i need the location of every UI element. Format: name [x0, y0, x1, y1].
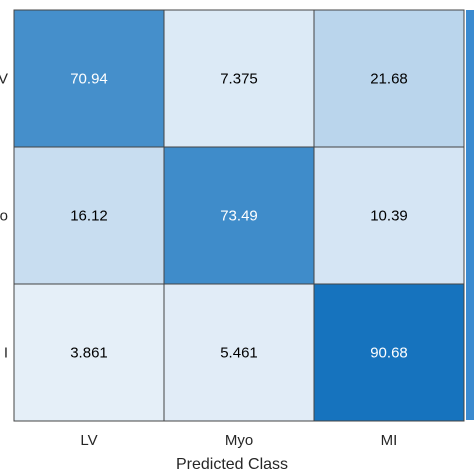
- cell-value-label: 73.49: [220, 208, 258, 225]
- heatmap-cell: [163, 283, 315, 422]
- x-tick-label: LV: [80, 432, 97, 449]
- cell-value-label: 5.461: [220, 345, 258, 362]
- y-tick-labels: Vo I: [0, 71, 8, 362]
- heatmap-cell: [13, 283, 165, 422]
- heatmap-cell: [13, 146, 165, 285]
- colorbar-edge: [466, 10, 474, 420]
- x-tick-labels: LV Myo MI: [80, 432, 397, 449]
- y-tick-label: V: [0, 71, 8, 88]
- y-tick-label: o: [0, 208, 8, 225]
- y-tick-label: I: [4, 345, 8, 362]
- cell-value-label: 3.861: [70, 345, 108, 362]
- heatmap-cell: [163, 146, 315, 285]
- heatmap-cell: [313, 9, 465, 148]
- x-tick-label: MI: [381, 432, 398, 449]
- cell-value-label: 16.12: [70, 208, 108, 225]
- heatmap-cells: [13, 9, 465, 422]
- heatmap-value-labels: 70.94 7.375 21.68 16.12 73.49 10.39 3.861 5.461…: [70, 71, 408, 362]
- x-tick-label: Myo: [225, 432, 253, 449]
- cell-value-label: 21.68: [370, 71, 408, 88]
- cell-value-label: 90.68: [370, 345, 408, 362]
- heatmap-cell: [163, 9, 315, 148]
- cell-value-label: 70.94: [70, 71, 108, 88]
- heatmap-cell: [313, 146, 465, 285]
- cell-value-label: 10.39: [370, 208, 408, 225]
- heatmap-cell: [313, 283, 465, 422]
- x-axis-title: Predicted Class: [176, 456, 288, 473]
- cell-value-label: 7.375: [220, 71, 258, 88]
- heatmap-cell: [13, 9, 165, 148]
